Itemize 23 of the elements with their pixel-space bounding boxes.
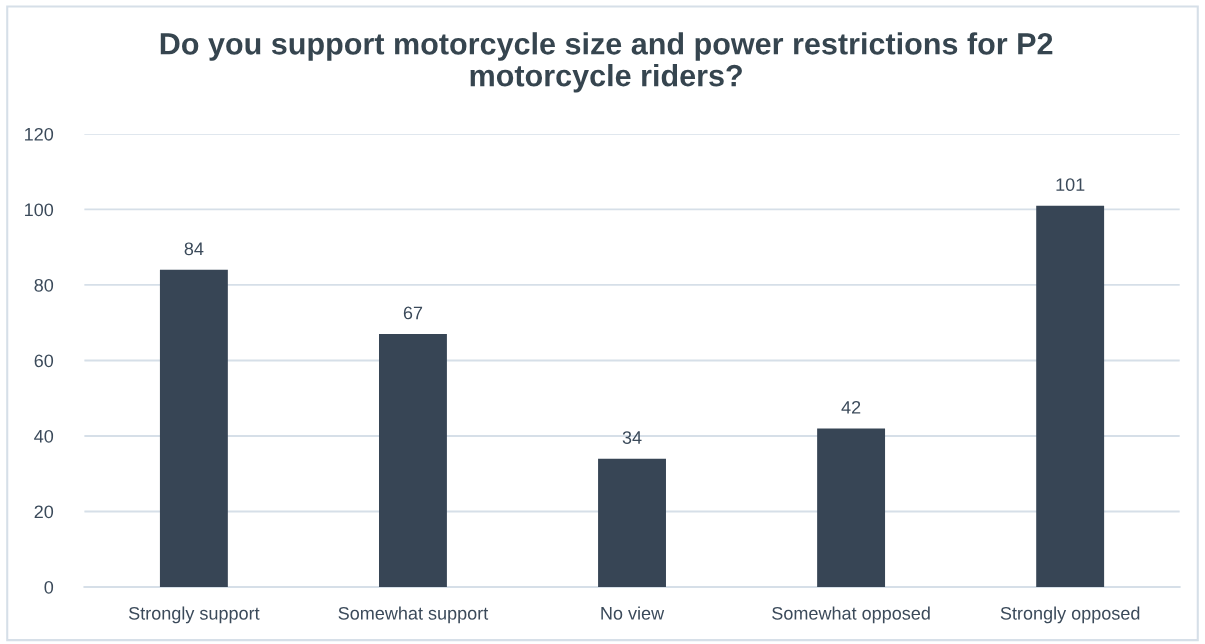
data-label: 84 <box>184 242 204 256</box>
data-label: 67 <box>403 306 423 320</box>
x-tick-label: Strongly opposed <box>1000 606 1140 624</box>
y-tick-label: 120 <box>25 127 54 141</box>
y-tick-label: 80 <box>34 278 54 292</box>
y-tick-label: 40 <box>34 429 54 443</box>
bar <box>1036 205 1105 588</box>
data-label: 42 <box>841 400 861 414</box>
bar <box>159 269 228 588</box>
y-tick-label: 100 <box>25 203 54 217</box>
bar <box>379 334 447 588</box>
x-tick-label: Strongly support <box>128 606 260 624</box>
data-label: 101 <box>1056 178 1085 192</box>
y-tick-label: 0 <box>44 580 54 594</box>
x-tick-label: Somewhat opposed <box>772 606 930 624</box>
x-tick-label: No view <box>601 606 665 620</box>
x-tick-label: Somewhat support <box>338 606 489 624</box>
y-tick-label: 20 <box>34 505 54 519</box>
y-tick-label: 60 <box>34 354 54 368</box>
data-label: 34 <box>622 431 642 444</box>
chart-title: Do you support motorcycle size and power restrictions for P2 motorcycle riders? <box>160 32 1053 93</box>
bar <box>817 428 886 588</box>
bar <box>598 458 666 588</box>
